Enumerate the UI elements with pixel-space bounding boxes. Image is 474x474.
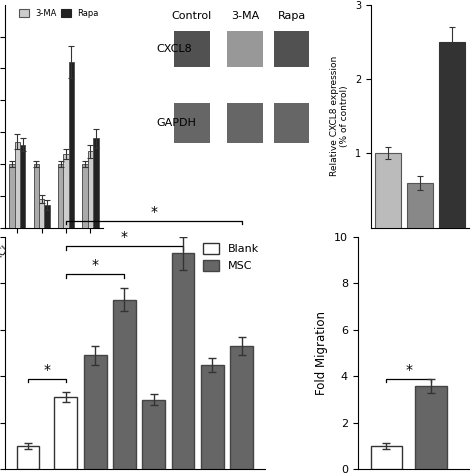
Bar (439, 42, 465, 228)
Text: Control: Control (172, 11, 212, 21)
Bar (58, 164, 64, 228)
Bar (230, 346, 253, 469)
Y-axis label: Relative CXCL8 expression
(% of control): Relative CXCL8 expression (% of control) (330, 56, 349, 176)
Bar (82, 164, 88, 228)
Bar (142, 400, 165, 469)
Text: GAPDH: GAPDH (156, 118, 197, 128)
Text: *: * (121, 230, 128, 245)
Bar (174, 103, 210, 143)
Text: Rapa: Rapa (278, 11, 306, 21)
Bar (64, 155, 69, 228)
Legend: 3-MA, Rapa: 3-MA, Rapa (15, 6, 102, 21)
Bar (228, 103, 263, 143)
Bar (88, 151, 93, 228)
Bar (201, 365, 224, 469)
Bar (174, 31, 210, 67)
Bar (371, 446, 402, 469)
Bar (15, 142, 20, 228)
Text: *: * (405, 363, 412, 377)
Text: 3-MA: 3-MA (231, 11, 259, 21)
Text: *: * (44, 363, 50, 377)
Bar (274, 103, 310, 143)
Bar (20, 145, 25, 228)
Bar (55, 397, 77, 469)
Bar (113, 300, 136, 469)
Legend: Blank, MSC: Blank, MSC (198, 238, 264, 275)
Bar (228, 31, 263, 67)
Bar (69, 62, 74, 228)
Text: *: * (91, 258, 99, 272)
Bar (9, 164, 15, 228)
Bar (83, 356, 107, 469)
Y-axis label: Fold Migration: Fold Migration (316, 311, 328, 395)
Bar (274, 31, 310, 67)
Bar (93, 138, 99, 228)
Bar (39, 199, 45, 228)
Bar (415, 386, 447, 469)
Bar (407, 183, 433, 228)
Bar (34, 164, 39, 228)
Bar (45, 205, 50, 228)
Text: CXCL8: CXCL8 (156, 44, 192, 55)
Bar (172, 253, 194, 469)
Text: *: * (150, 205, 157, 219)
Bar (375, 153, 401, 228)
Bar (17, 446, 39, 469)
